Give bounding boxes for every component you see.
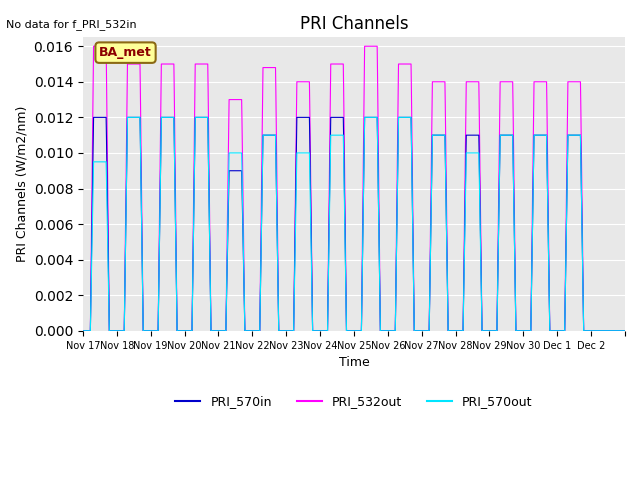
PRI_570out [79,328,87,334]
PRI_570out [621,328,629,334]
PRI_570out [508,132,516,138]
PRI_532out [508,79,516,84]
X-axis label: Time: Time [339,356,369,369]
PRI_570in [421,328,429,334]
PRI_532out [90,43,97,49]
PRI_532out [421,328,429,334]
PRI_570out [124,115,131,120]
PRI_570in [444,265,451,271]
PRI_570out [421,328,429,334]
PRI_532out [444,248,451,253]
Y-axis label: PRI Channels (W/m2/nm): PRI Channels (W/m2/nm) [15,106,28,262]
PRI_570out [500,132,508,138]
Text: BA_met: BA_met [99,46,152,59]
PRI_532out [255,328,263,334]
Title: PRI Channels: PRI Channels [300,15,408,33]
PRI_532out [621,328,629,334]
Line: PRI_570out: PRI_570out [83,118,625,331]
PRI_570in [255,328,263,334]
Line: PRI_532out: PRI_532out [83,46,625,331]
PRI_570in [79,328,87,334]
Legend: PRI_570in, PRI_532out, PRI_570out: PRI_570in, PRI_532out, PRI_570out [170,390,538,413]
PRI_532out [500,79,508,84]
Text: No data for f_PRI_532in: No data for f_PRI_532in [6,19,137,30]
Line: PRI_570in: PRI_570in [83,118,625,331]
PRI_570in [279,328,287,334]
PRI_570in [621,328,629,334]
PRI_570out [444,265,451,271]
PRI_570out [255,328,263,334]
PRI_570in [508,132,516,138]
PRI_532out [79,328,87,334]
PRI_570in [500,132,508,138]
PRI_570in [90,115,97,120]
PRI_570out [279,328,287,334]
PRI_532out [279,328,287,334]
